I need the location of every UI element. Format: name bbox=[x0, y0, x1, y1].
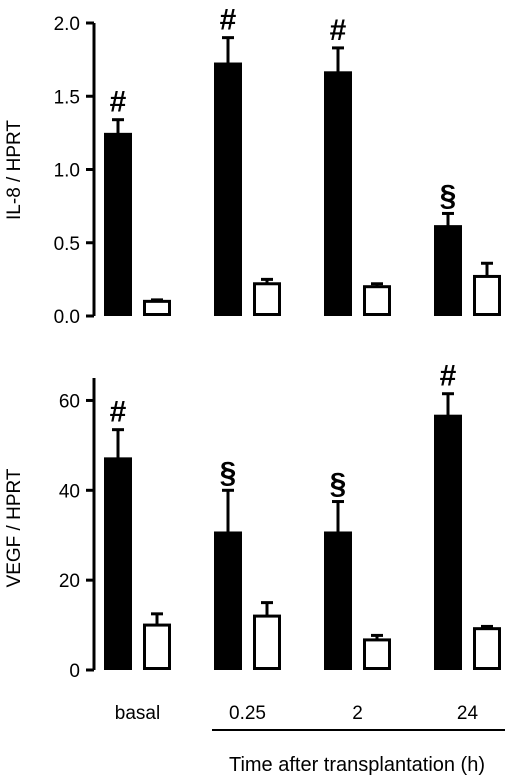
significance-mark: § bbox=[330, 468, 347, 501]
significance-mark: # bbox=[330, 14, 347, 47]
significance-mark: § bbox=[440, 179, 457, 212]
bar-open bbox=[363, 285, 391, 317]
x-axis-label: Time after transplantation (h) bbox=[229, 754, 485, 776]
y-tick-label: 20 bbox=[59, 571, 80, 592]
bar-filled bbox=[434, 225, 462, 316]
significance-mark: # bbox=[440, 360, 457, 393]
bar-open bbox=[473, 627, 501, 671]
y-axis-label: VEGF / HPRT bbox=[4, 468, 25, 587]
y-tick-label: 0.5 bbox=[54, 234, 80, 255]
y-tick-label: 0 bbox=[69, 661, 80, 682]
vegf-panel: 0 20 40 60 VEGF / HPRT # § § # bbox=[4, 360, 501, 682]
y-tick-label: 2.0 bbox=[54, 14, 80, 35]
bar-filled bbox=[104, 457, 132, 670]
bar-filled bbox=[324, 71, 352, 316]
bar-filled bbox=[434, 414, 462, 670]
bar-open bbox=[253, 282, 281, 316]
y-tick-label: 1.5 bbox=[54, 87, 80, 108]
x-category-label: basal bbox=[115, 703, 160, 724]
significance-mark: # bbox=[220, 4, 237, 37]
x-axis-categories: basal 0.25 2 24 bbox=[115, 703, 479, 724]
bar-open bbox=[143, 623, 171, 670]
bar-open bbox=[363, 638, 391, 671]
y-tick-label: 0.0 bbox=[54, 307, 80, 328]
bar-filled bbox=[214, 62, 242, 316]
x-category-label: 2 bbox=[352, 703, 363, 724]
y-tick-label: 1.0 bbox=[54, 161, 80, 182]
bar-open bbox=[143, 299, 171, 317]
bar-open bbox=[253, 614, 281, 670]
x-category-label: 0.25 bbox=[229, 703, 266, 724]
significance-mark: § bbox=[220, 456, 237, 489]
y-tick-label: 40 bbox=[59, 481, 80, 502]
significance-mark: # bbox=[110, 86, 127, 119]
bar-open bbox=[473, 274, 501, 317]
bar-filled bbox=[104, 132, 132, 316]
bar-filled bbox=[214, 531, 242, 670]
il8-panel: 0.0 0.5 1.0 1.5 2.0 IL-8 / HPRT # # # § bbox=[4, 4, 501, 328]
bar-filled bbox=[324, 531, 352, 670]
y-axis-label: IL-8 / HPRT bbox=[4, 120, 25, 220]
significance-mark: # bbox=[110, 396, 127, 429]
y-tick-label: 60 bbox=[59, 391, 80, 412]
x-category-label: 24 bbox=[457, 703, 479, 724]
